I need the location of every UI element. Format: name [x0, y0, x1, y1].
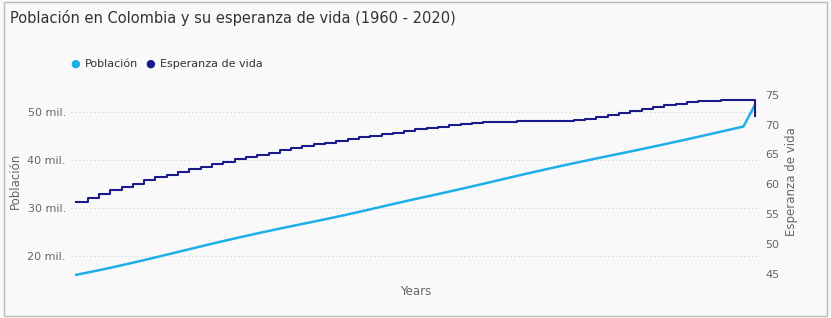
Esperanza de vida: [309, 142, 319, 146]
Text: Población en Colombia y su esperanza de vida (1960 - 2020): Población en Colombia y su esperanza de …: [10, 10, 455, 25]
Esperanza de vida: [207, 162, 217, 166]
Población: [309, 220, 319, 224]
Población: [229, 237, 239, 240]
Esperanza de vida: [229, 157, 239, 161]
Población: [207, 242, 217, 246]
Población: [479, 182, 489, 186]
Line: Población: Población: [76, 106, 755, 275]
Text: Esperanza de vida: Esperanza de vida: [160, 59, 263, 69]
Esperanza de vida: [71, 200, 81, 204]
Y-axis label: Población: Población: [9, 153, 22, 209]
Población: [71, 273, 81, 277]
Esperanza de vida: [739, 98, 749, 101]
Población: [750, 104, 760, 107]
Y-axis label: Esperanza de vida: Esperanza de vida: [785, 127, 798, 236]
Población: [659, 142, 669, 146]
Esperanza de vida: [659, 103, 669, 107]
Esperanza de vida: [479, 121, 489, 124]
Line: Esperanza de vida: Esperanza de vida: [76, 100, 755, 202]
Text: Población: Población: [85, 59, 138, 69]
Población: [433, 192, 443, 196]
Text: ●: ●: [71, 59, 81, 69]
X-axis label: Years: Years: [400, 285, 431, 298]
Esperanza de vida: [750, 114, 760, 117]
Text: ●: ●: [145, 59, 155, 69]
Esperanza de vida: [433, 125, 443, 128]
